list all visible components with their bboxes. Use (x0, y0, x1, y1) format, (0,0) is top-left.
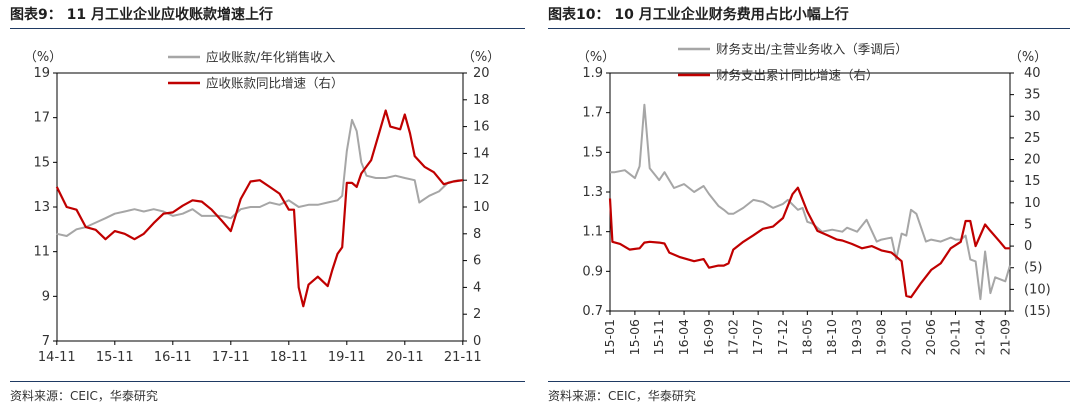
x-tick-label: 20-01 (898, 319, 913, 355)
legend-label: 财务支出累计同比增速（右） (716, 68, 879, 83)
x-tick-label: 20-06 (923, 319, 938, 355)
x-tick-label: 21-11 (444, 350, 482, 365)
right-tick-label: 20 (473, 66, 490, 81)
x-tick-label: 20-11 (947, 319, 962, 355)
source-rule (10, 381, 525, 382)
x-tick-label: 16-11 (154, 350, 192, 365)
right-tick-label: 20 (1024, 153, 1041, 168)
right-tick-label: (5) (1024, 261, 1042, 276)
title-rule (10, 28, 525, 29)
right-axis-unit: （%） (462, 50, 500, 65)
left-tick-label: 15 (33, 155, 50, 170)
legend-label: 财务支出/主营业务收入（季调后） (716, 42, 908, 57)
x-tick-label: 16-09 (701, 319, 716, 355)
x-tick-label: 15-11 (651, 319, 666, 355)
x-tick-label: 18-10 (824, 319, 839, 355)
left-tick-label: 11 (33, 245, 50, 260)
x-tick-label: 19-08 (873, 319, 888, 355)
source-note: 资料来源：CEIC，华泰研究 (10, 389, 158, 403)
right-tick-label: 0 (1024, 239, 1032, 254)
left-tick-label: 1.3 (582, 185, 603, 200)
chart-panel-right: 图表10： 10 月工业企业财务费用占比小幅上行 0.7 0.9 1.1 1.3 1.5… (548, 0, 1070, 410)
x-tick-label: 15-01 (602, 319, 617, 355)
x-tick-label: 19-03 (849, 319, 864, 355)
left-tick-label: 19 (33, 66, 50, 81)
x-tick-label: 17-11 (212, 350, 250, 365)
right-tick-label: 5 (1024, 217, 1032, 232)
left-axis-unit: （%） (577, 50, 615, 65)
right-axis-unit: （%） (1009, 50, 1047, 65)
series-line-right-axis (608, 186, 1010, 299)
left-tick-label: 7 (42, 334, 50, 349)
right-tick-label: 4 (473, 280, 481, 295)
right-tick-label: 8 (473, 227, 481, 242)
right-tick-label: 15 (1024, 174, 1041, 189)
right-tick-label: 16 (473, 120, 490, 135)
source-note: 资料来源：CEIC，华泰研究 (548, 389, 696, 403)
chart-panel-left: 图表9： 11 月工业企业应收账款增速上行 7 9 11 13 15 17 19 0 2 4 6 8 1… (10, 0, 525, 410)
series-line-right-axis (55, 109, 463, 308)
right-tick-label: 0 (473, 334, 481, 349)
left-tick-label: 1.1 (582, 225, 603, 240)
left-tick-label: 1.7 (582, 106, 603, 121)
left-tick-label: 17 (33, 111, 50, 126)
legend-label: 应收账款同比增速（右） (206, 76, 344, 91)
series-line-left-axis (610, 103, 1011, 301)
right-tick-label: 10 (473, 200, 490, 215)
x-tick-label: 18-05 (799, 319, 814, 355)
legend-label: 应收账款/年化销售收入 (206, 50, 336, 65)
left-tick-label: 0.7 (582, 304, 603, 319)
x-tick-label: 17-07 (750, 319, 765, 355)
right-tick-label: 25 (1024, 131, 1041, 146)
x-tick-label: 17-02 (725, 319, 740, 355)
x-tick-label: 19-11 (328, 350, 366, 365)
right-tick-label: 2 (473, 307, 481, 322)
left-axis-unit: （%） (24, 50, 62, 65)
x-tick-label: 16-04 (676, 319, 691, 355)
right-tick-label: 40 (1024, 66, 1041, 81)
x-tick-label: 15-11 (96, 350, 134, 365)
left-tick-label: 0.9 (582, 264, 603, 279)
right-tick-label: 35 (1024, 88, 1041, 103)
plot-frame (609, 72, 1011, 312)
right-tick-label: (10) (1024, 282, 1051, 297)
title-rule (548, 28, 1070, 29)
right-tick-label: 30 (1024, 109, 1041, 124)
source-rule (548, 381, 1070, 382)
x-tick-label: 15-06 (627, 319, 642, 355)
x-tick-label: 21-04 (972, 319, 987, 355)
chart-title: 图表9： 11 月工业企业应收账款增速上行 (10, 7, 273, 23)
left-tick-label: 9 (42, 289, 50, 304)
left-tick-label: 13 (33, 200, 50, 215)
right-tick-label: 6 (473, 254, 481, 269)
right-tick-label: 10 (1024, 196, 1041, 211)
x-tick-label: 14-11 (38, 350, 76, 365)
right-tick-label: (15) (1024, 304, 1051, 319)
x-tick-label: 18-11 (270, 350, 308, 365)
line-chart: 0.7 0.9 1.1 1.3 1.5 1.7 1.9 (15) (10) (5) 0 5 10 15 20… (577, 42, 1051, 356)
x-tick-label: 20-11 (386, 350, 424, 365)
chart-title: 图表10： 10 月工业企业财务费用占比小幅上行 (548, 7, 849, 23)
right-tick-label: 14 (473, 146, 490, 161)
left-tick-label: 1.9 (582, 66, 603, 81)
left-tick-label: 1.5 (582, 145, 603, 160)
right-tick-label: 18 (473, 93, 490, 108)
right-tick-label: 12 (473, 173, 490, 188)
x-tick-label: 17-12 (775, 319, 790, 355)
series-line-left-axis (56, 118, 463, 237)
x-tick-label: 21-09 (997, 319, 1012, 355)
